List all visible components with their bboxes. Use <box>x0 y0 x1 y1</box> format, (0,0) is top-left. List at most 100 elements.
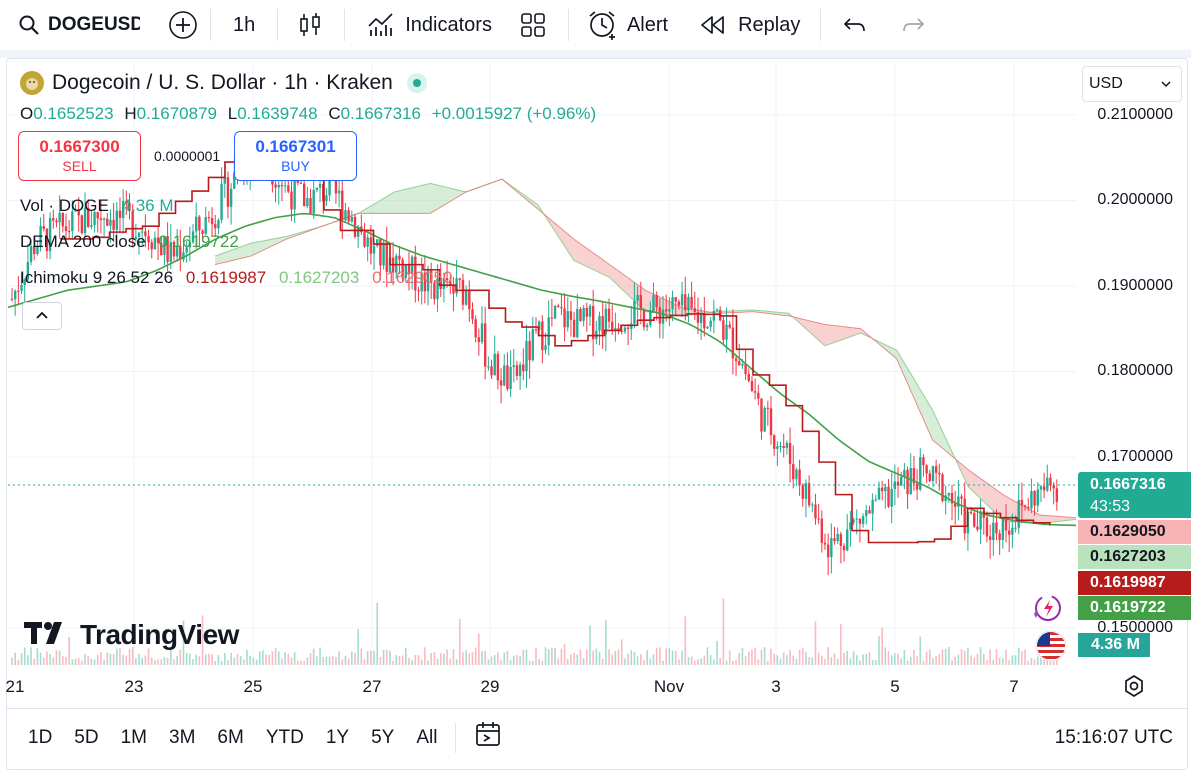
volume-bar <box>579 649 582 665</box>
volume-legend[interactable]: Vol · DOGE 4.36 M <box>20 196 174 216</box>
volume-bar <box>366 651 369 665</box>
indicators-button[interactable]: Indicators <box>367 0 492 50</box>
interval-button[interactable]: 1h <box>233 0 255 50</box>
volume-bar <box>458 619 461 665</box>
range-1y-button[interactable]: 1Y <box>325 726 350 748</box>
dema-tag: 0.1619722 <box>1078 596 1191 620</box>
candle-body <box>1030 490 1033 509</box>
candle-body <box>741 364 744 366</box>
candle-body <box>80 215 84 234</box>
volume-bar <box>328 656 331 665</box>
cloud-segment <box>573 238 581 264</box>
volume-bar <box>500 659 502 665</box>
range-ytd-button[interactable]: YTD <box>265 726 304 748</box>
ichimoku-legend[interactable]: Ichimoku 9 26 52 26 0.1619987 0.1627203 … <box>20 268 452 288</box>
candle-body <box>442 278 446 290</box>
us-flag-icon[interactable] <box>1034 630 1068 667</box>
base-line-tag: 0.1619987 <box>1078 571 1191 595</box>
volume-bar <box>719 658 721 665</box>
volume-bar <box>262 650 264 665</box>
volume-bar <box>535 647 537 665</box>
volume-bar <box>735 660 737 665</box>
candle-body <box>544 345 547 351</box>
candle-body <box>214 224 217 229</box>
candle-body <box>919 457 922 490</box>
cloud-segment <box>580 244 589 268</box>
volume-bar <box>636 656 639 665</box>
volume-bar <box>385 649 388 665</box>
candle-body <box>125 201 128 203</box>
collapse-legend-button[interactable] <box>22 302 62 330</box>
settings-button[interactable] <box>1122 674 1146 703</box>
candle-body <box>795 469 798 480</box>
candle-body <box>525 340 528 372</box>
candle-body <box>807 483 811 506</box>
candle-body <box>468 290 471 310</box>
range-6m-button[interactable]: 6M <box>217 726 244 748</box>
replay-button[interactable]: Replay <box>700 0 800 50</box>
clock-time[interactable]: 15:16:07 UTC <box>1054 726 1173 748</box>
candle-body <box>582 307 585 321</box>
volume-bar <box>919 636 922 665</box>
candle-body <box>658 307 662 324</box>
candle-body <box>537 321 541 331</box>
redo-button[interactable] <box>901 0 925 50</box>
volume-bar <box>954 656 956 665</box>
volume-bar <box>455 659 458 665</box>
volume-bar <box>798 649 801 665</box>
chart-type-button[interactable] <box>298 0 322 50</box>
range-5d-button[interactable]: 5D <box>74 726 99 748</box>
candle-body <box>274 184 277 188</box>
candle-body <box>979 511 982 530</box>
volume-bar <box>471 652 474 665</box>
volume-bar <box>17 659 20 665</box>
layouts-button[interactable] <box>520 0 546 50</box>
range-1m-button[interactable]: 1M <box>120 726 147 748</box>
volume-bar <box>42 657 45 665</box>
candle-body <box>137 232 141 237</box>
candle-body <box>954 503 957 507</box>
buy-button[interactable]: 0.1667301 BUY <box>234 131 357 181</box>
goto-date-button[interactable] <box>474 720 504 755</box>
range-3m-button[interactable]: 3M <box>169 726 196 748</box>
dema-legend[interactable]: DEMA 200 close 0.1619722 <box>20 232 239 252</box>
symbol-text[interactable]: DOGEUSD <box>48 14 140 35</box>
redo-icon <box>901 15 925 35</box>
undo-icon <box>843 15 867 35</box>
volume-bar <box>773 653 775 665</box>
candle-body <box>747 374 750 382</box>
volume-bar <box>424 647 426 665</box>
sell-button[interactable]: 0.1667300 SELL <box>18 131 141 181</box>
sparkle-icon[interactable] <box>1030 592 1066 629</box>
volume-value: 4.36 M <box>121 196 174 215</box>
volume-bar <box>211 654 213 665</box>
undo-button[interactable] <box>843 0 867 50</box>
volume-bar <box>90 658 93 665</box>
volume-bar <box>846 650 849 665</box>
volume-bar <box>767 660 769 665</box>
range-1d-button[interactable]: 1D <box>28 726 53 748</box>
currency-select[interactable]: USD <box>1082 66 1182 102</box>
candle-body <box>557 305 560 308</box>
range-5y-button[interactable]: 5Y <box>371 726 395 748</box>
close-value: 0.1667316 <box>340 104 421 123</box>
price-tick: 0.1700000 <box>1097 448 1173 465</box>
alert-button[interactable]: Alert <box>587 0 668 50</box>
volume-bar <box>592 650 594 665</box>
candle-body <box>534 329 538 331</box>
candle-body <box>769 408 773 436</box>
volume-bar <box>135 658 137 665</box>
volume-bar <box>160 659 163 665</box>
volume-bar <box>665 648 668 665</box>
sell-price: 0.1667300 <box>39 137 120 156</box>
candle-body <box>518 364 522 376</box>
volume-bar <box>830 657 833 665</box>
candle-body <box>614 328 617 331</box>
candle-body <box>312 189 315 214</box>
compare-add-button[interactable] <box>168 0 198 50</box>
candle-body <box>782 446 785 448</box>
symbol-search[interactable]: DOGEUSD <box>18 0 140 50</box>
volume-bar <box>852 651 855 665</box>
range-all-button[interactable]: All <box>416 726 438 748</box>
